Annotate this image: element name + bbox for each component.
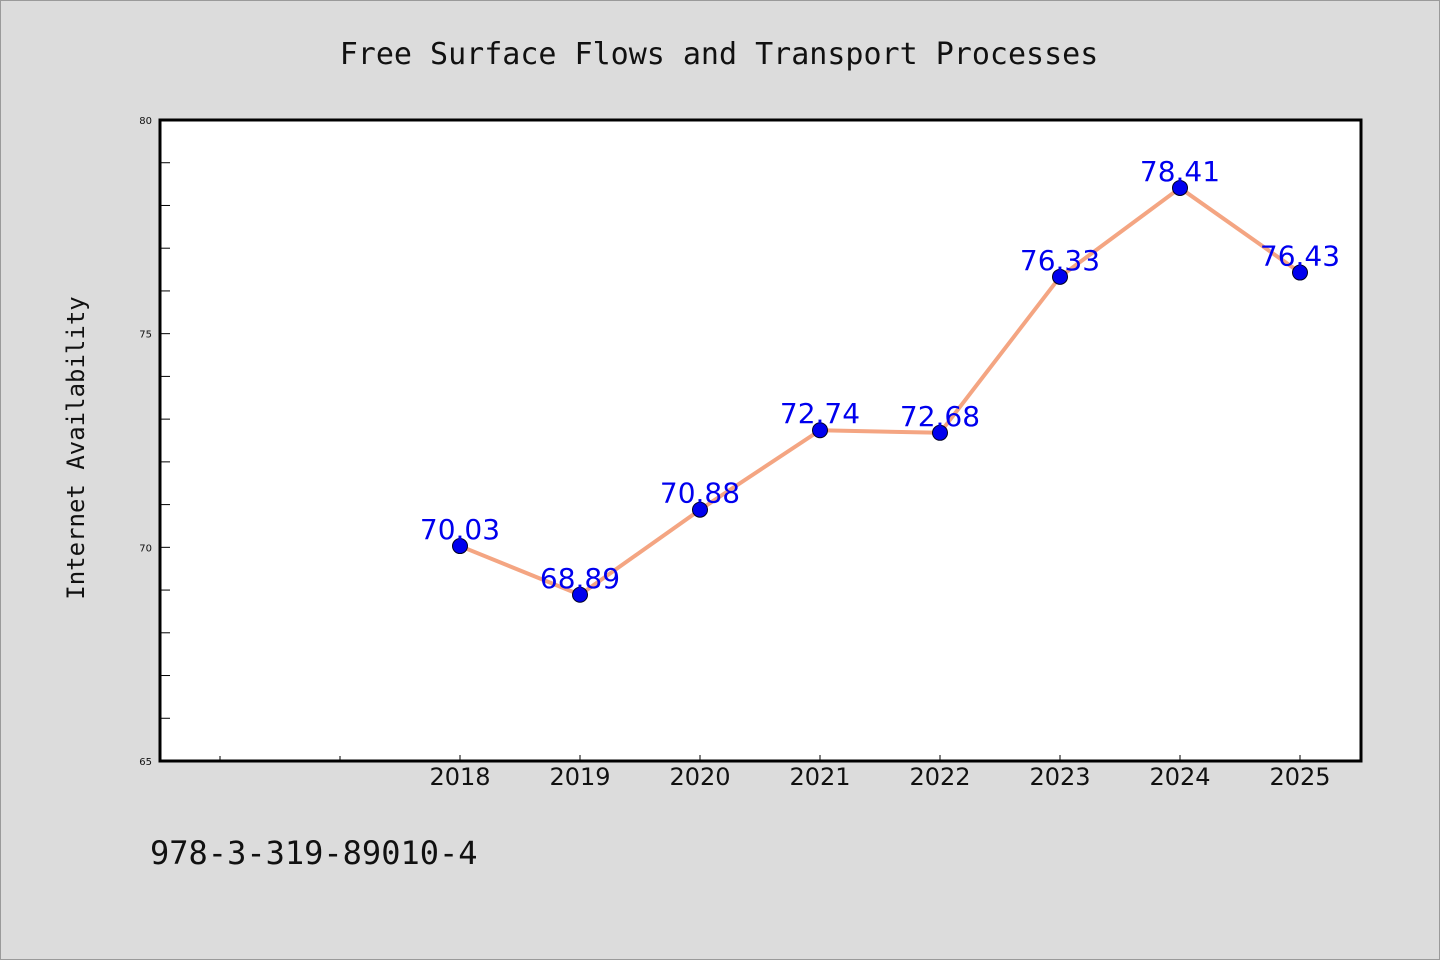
x-tick-label: 2025 (1269, 763, 1330, 791)
x-tick-label: 2021 (789, 763, 850, 791)
chart-title: Free Surface Flows and Transport Process… (340, 37, 1099, 72)
x-tick-label: 2023 (1029, 763, 1090, 791)
footnote-isbn: 978-3-319-89010-4 (150, 834, 478, 872)
y-tick-label: 65 (139, 757, 152, 768)
data-label: 72.68 (900, 400, 980, 433)
data-point (452, 538, 468, 555)
series-line (459, 185, 1302, 597)
data-point (1052, 268, 1068, 285)
plot-area (158, 118, 1363, 763)
data-labels: 70.03 68.89 70.88 72.74 72.68 76.33 78.41 76.43 (420, 155, 1340, 595)
data-label: 70.03 (420, 513, 500, 546)
data-label: 78.41 (1140, 155, 1220, 188)
data-label: 68.89 (540, 562, 620, 595)
axis-ticks: 65 70 75 80 2018 2019 2020 2021 2022 2023 2024 2025 (139, 116, 1330, 791)
data-label: 76.43 (1260, 240, 1340, 273)
data-point (812, 422, 828, 439)
data-points (452, 179, 1308, 603)
y-axis-label: Internet Availability (62, 296, 90, 599)
y-tick-label: 75 (139, 330, 152, 341)
x-tick-label: 2019 (549, 763, 610, 791)
x-tick-label: 2022 (909, 763, 970, 791)
data-point (1292, 264, 1308, 281)
y-tick-label: 80 (139, 116, 152, 127)
x-tick-label: 2018 (429, 763, 490, 791)
x-tick-label: 2020 (669, 763, 730, 791)
data-point (572, 586, 588, 603)
data-point (1172, 179, 1188, 196)
data-label: 76.33 (1020, 244, 1100, 277)
y-tick-label: 70 (139, 543, 152, 554)
data-point (692, 501, 708, 518)
data-label: 72.74 (780, 397, 860, 430)
x-tick-label: 2024 (1149, 763, 1210, 791)
data-point (932, 424, 948, 441)
data-label: 70.88 (660, 477, 740, 510)
